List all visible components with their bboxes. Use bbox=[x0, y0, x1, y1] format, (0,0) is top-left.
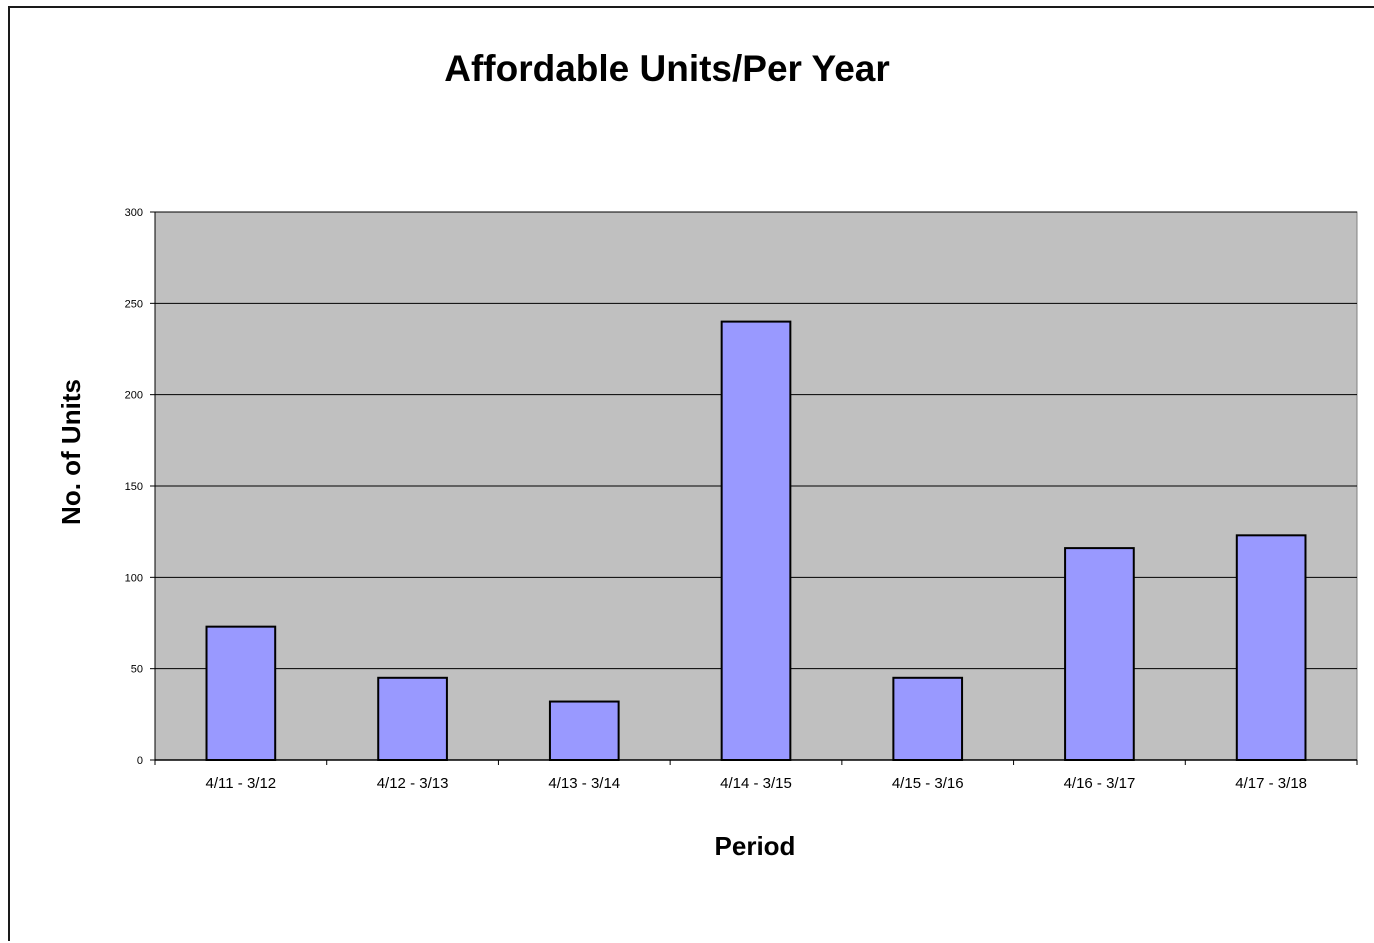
y-tick-label: 100 bbox=[125, 572, 143, 584]
x-tick-label: 4/13 - 3/14 bbox=[548, 775, 620, 792]
chart-title: Affordable Units/Per Year bbox=[444, 48, 890, 89]
bar bbox=[205, 625, 277, 761]
y-tick-label: 50 bbox=[131, 664, 143, 676]
x-tick-label: 4/11 - 3/12 bbox=[206, 775, 277, 792]
x-tick-label: 4/17 - 3/18 bbox=[1235, 775, 1307, 792]
y-tick-label: 200 bbox=[125, 390, 143, 402]
y-tick-label: 0 bbox=[137, 755, 143, 767]
x-tick-label: 4/12 - 3/13 bbox=[377, 775, 449, 792]
x-axis-title: Period bbox=[715, 831, 796, 861]
bar bbox=[1235, 534, 1307, 761]
plot-area: 0 50 100 150 200 250 300 4/11 - 3/12 4/12 - 3/13… bbox=[125, 207, 1358, 792]
x-tick-label: 4/16 - 3/17 bbox=[1064, 775, 1136, 792]
y-tick-label: 300 bbox=[125, 207, 143, 219]
bar bbox=[377, 676, 448, 761]
y-tick-label: 250 bbox=[125, 298, 143, 310]
bar bbox=[548, 700, 620, 762]
x-tick-label: 4/14 - 3/15 bbox=[720, 775, 792, 792]
bar bbox=[892, 676, 964, 761]
x-tick-label: 4/15 - 3/16 bbox=[892, 775, 964, 792]
bar bbox=[1064, 547, 1135, 762]
y-tick-label: 150 bbox=[125, 481, 143, 493]
bar bbox=[720, 320, 792, 761]
y-axis-title: No. of Units bbox=[56, 379, 86, 525]
